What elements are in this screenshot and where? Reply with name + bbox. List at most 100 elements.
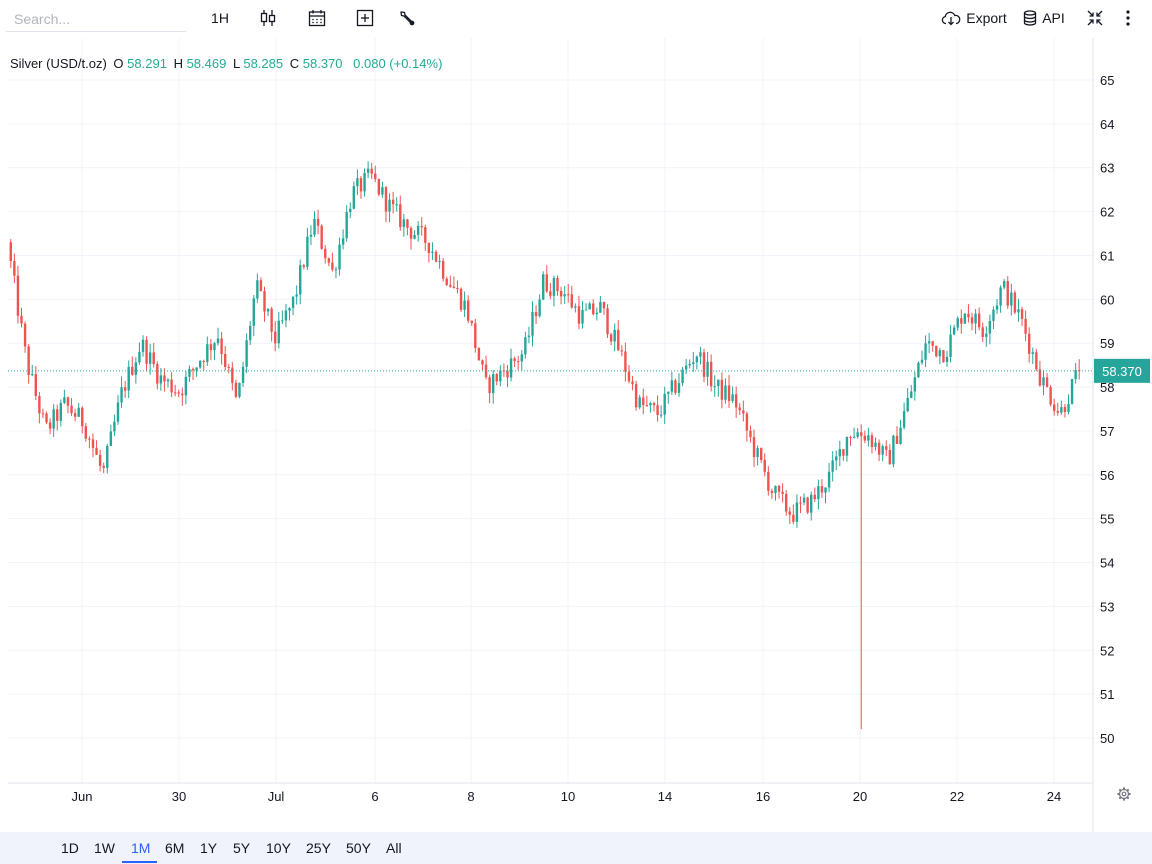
- candle-body: [988, 320, 992, 334]
- candle-body: [681, 369, 684, 384]
- candle-body: [156, 364, 159, 384]
- x-tick-label: 8: [467, 789, 474, 804]
- candle-body: [785, 493, 788, 512]
- candle-body: [952, 327, 956, 335]
- candle-body: [799, 502, 802, 504]
- candle-body: [106, 445, 109, 468]
- date-range-button[interactable]: [305, 6, 329, 30]
- candle-body: [742, 410, 745, 414]
- candle-body: [81, 407, 84, 427]
- candle-body: [588, 303, 591, 310]
- candle-body: [813, 494, 816, 500]
- fullscreen-button[interactable]: [1084, 6, 1106, 30]
- candle-body: [384, 187, 388, 212]
- settings-tools-button[interactable]: [395, 6, 419, 30]
- y-tick-label: 63: [1100, 161, 1114, 176]
- candle-body: [956, 318, 959, 328]
- candle-body: [545, 274, 548, 292]
- candle-body: [609, 334, 613, 342]
- candle-body: [652, 403, 656, 406]
- range-button-1m[interactable]: 1M: [131, 840, 151, 856]
- candle-body: [91, 439, 95, 448]
- candle-body: [399, 204, 402, 227]
- range-button-25y[interactable]: 25Y: [306, 840, 331, 856]
- api-button[interactable]: API: [1022, 6, 1066, 30]
- candle-body: [424, 227, 427, 243]
- candle-body: [599, 301, 602, 313]
- candle-body: [338, 244, 341, 270]
- candle-body: [113, 421, 116, 432]
- candle-body: [491, 374, 495, 394]
- x-tick-label: 30: [172, 789, 186, 804]
- candle-body: [281, 320, 284, 322]
- candle-body: [963, 313, 967, 324]
- more-menu-button[interactable]: [1119, 6, 1137, 30]
- candle-body: [434, 251, 438, 262]
- range-button-1y[interactable]: 1Y: [200, 840, 218, 856]
- candle-body: [513, 358, 516, 362]
- candle-body: [938, 350, 942, 357]
- candle-body: [992, 309, 995, 321]
- candle-body: [313, 218, 316, 235]
- active-range-underline: [122, 861, 157, 863]
- range-button-10y[interactable]: 10Y: [266, 840, 291, 856]
- candle-body: [249, 325, 252, 341]
- y-tick-label: 58: [1100, 380, 1114, 395]
- candle-body: [860, 432, 863, 436]
- legend-close-label: C: [289, 56, 300, 71]
- range-button-6m[interactable]: 6M: [165, 840, 185, 856]
- database-icon: [1024, 10, 1037, 26]
- candle-body: [659, 414, 663, 416]
- candlestick-series: [9, 161, 1081, 730]
- candle-body: [377, 179, 381, 195]
- range-button-1d[interactable]: 1D: [61, 840, 79, 856]
- range-button-1w[interactable]: 1W: [94, 840, 115, 856]
- candle-body: [806, 497, 809, 513]
- cloud-download-icon: [942, 11, 961, 26]
- candle-body: [98, 454, 102, 466]
- export-button[interactable]: Export: [941, 6, 1007, 30]
- candle-body: [238, 382, 241, 397]
- candle-body: [427, 242, 431, 253]
- candle-body: [524, 337, 527, 355]
- candle-body: [70, 405, 73, 414]
- search-input[interactable]: [6, 6, 186, 32]
- range-button-50y[interactable]: 50Y: [346, 840, 371, 856]
- candle-body: [56, 409, 59, 421]
- candle-body: [52, 409, 55, 429]
- candle-body: [827, 471, 831, 488]
- candle-body: [777, 485, 781, 492]
- candle-body: [1013, 292, 1017, 313]
- range-button-all[interactable]: All: [386, 840, 402, 856]
- candle-body: [66, 397, 70, 406]
- candle-body: [202, 361, 205, 363]
- candle-body: [95, 447, 98, 455]
- compare-button[interactable]: [353, 6, 377, 30]
- interval-button[interactable]: 1H: [206, 6, 234, 30]
- candle-body: [488, 377, 491, 394]
- candle-body: [538, 299, 541, 317]
- candle-body: [366, 168, 370, 173]
- candle-body: [27, 346, 30, 376]
- chart-settings-gear-icon[interactable]: [1117, 787, 1131, 801]
- candle-body: [1053, 404, 1056, 412]
- x-tick-label: 22: [950, 789, 964, 804]
- collapse-icon: [1087, 10, 1103, 26]
- price-chart[interactable]: 50 51 52 53 54 55 56 57 58 59 60 61 62 63 64 65 Jun 30 Jul…: [0, 38, 1152, 832]
- gear-tooth: [1118, 796, 1122, 800]
- candle-body: [388, 199, 391, 212]
- y-tick-label: 62: [1100, 205, 1114, 220]
- range-button-5y[interactable]: 5Y: [233, 840, 251, 856]
- candle-body: [291, 296, 295, 309]
- candle-body: [667, 391, 670, 394]
- chart-type-button[interactable]: [256, 6, 280, 30]
- candle-body: [359, 178, 363, 192]
- wrench-icon: [400, 11, 415, 26]
- candle-body: [141, 339, 145, 352]
- candle-body: [38, 396, 41, 414]
- candle-body: [692, 362, 695, 364]
- x-tick-label: Jun: [72, 789, 93, 804]
- legend-change: 0.080 (+0.14%): [353, 56, 443, 71]
- candle-body: [84, 426, 88, 439]
- candle-body: [581, 309, 584, 324]
